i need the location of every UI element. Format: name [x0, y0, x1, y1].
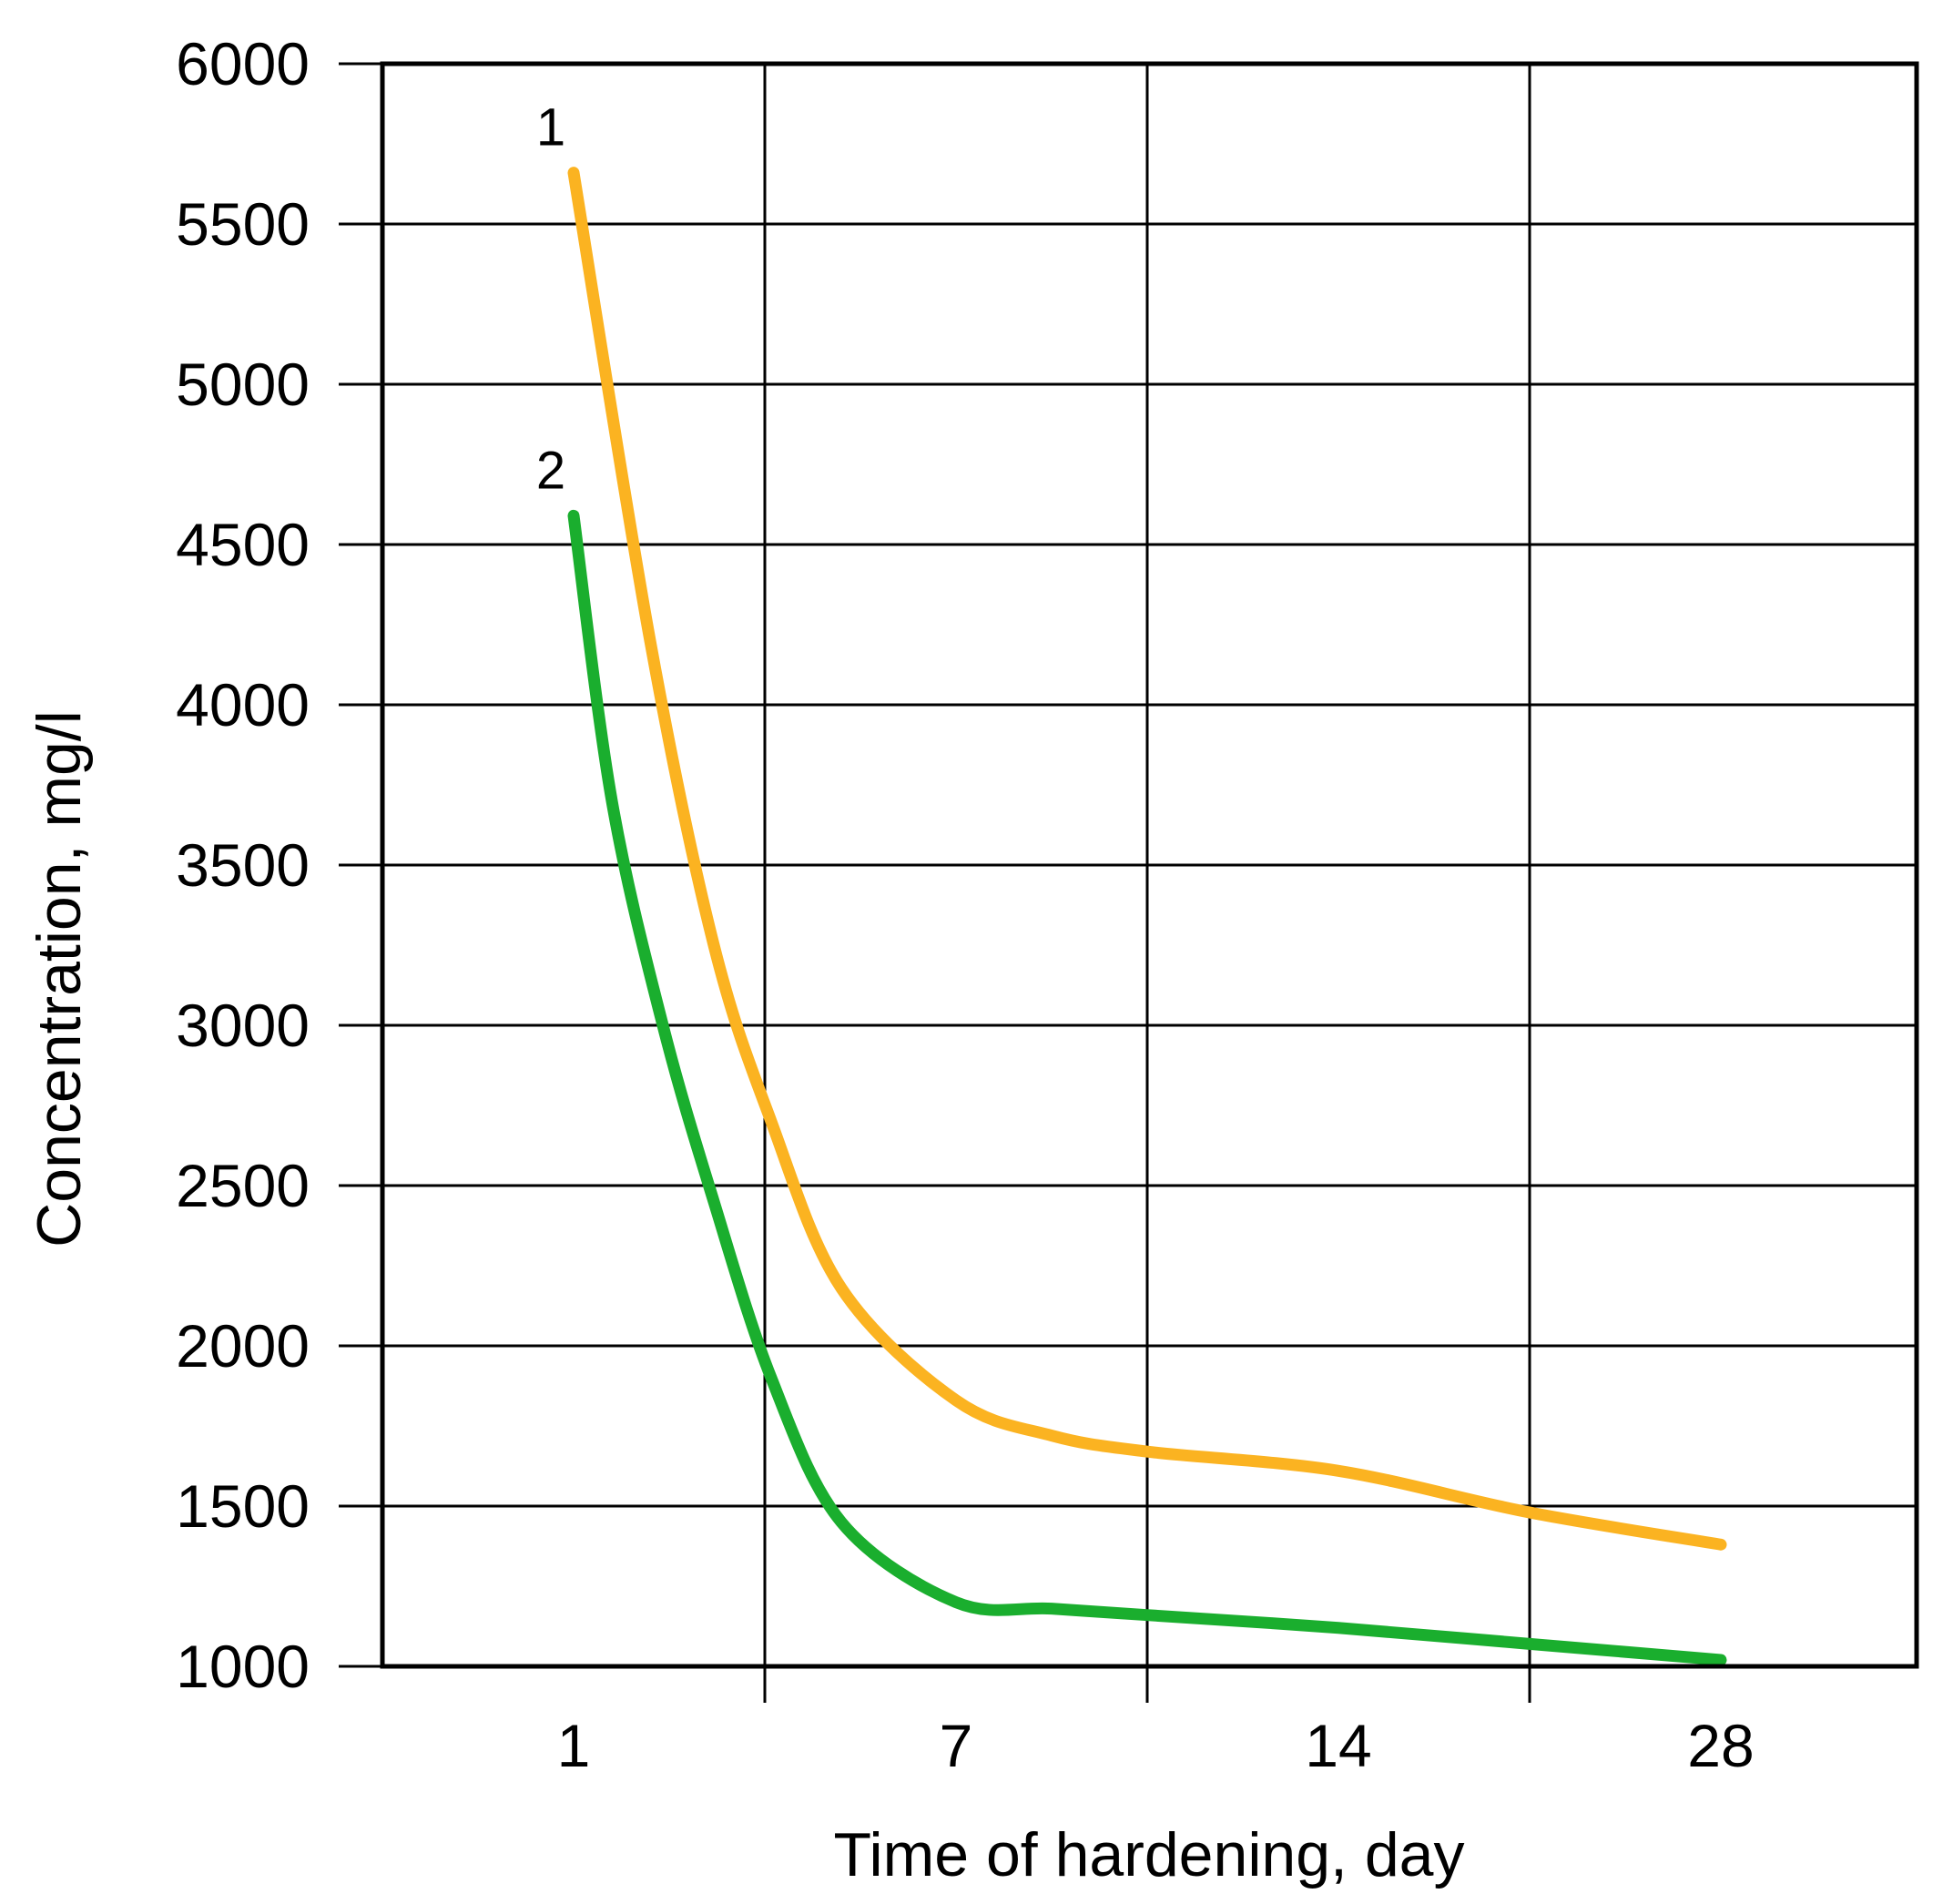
y-tick-label: 1500: [176, 1472, 310, 1540]
series-labels: 12: [536, 98, 565, 501]
series-lines: [567, 167, 1727, 1666]
y-tick-label: 4000: [176, 671, 310, 738]
y-tick-label: 1000: [176, 1633, 310, 1700]
gridlines: [382, 62, 1917, 1668]
y-tick-label: 2000: [176, 1312, 310, 1380]
x-tick-label: 14: [1305, 1712, 1371, 1779]
x-tick-label: 28: [1687, 1712, 1754, 1779]
y-axis-label: Concentration, mg/l: [25, 710, 94, 1247]
series-label-2: 2: [536, 441, 565, 500]
y-tick-label: 6000: [176, 30, 310, 97]
x-tick-label: 1: [557, 1712, 591, 1779]
y-tick-label: 5000: [176, 351, 310, 418]
x-tick-label: 7: [940, 1712, 973, 1779]
y-tick-label: 3000: [176, 992, 310, 1059]
series-label-1: 1: [536, 98, 565, 158]
y-tick-label: 5500: [176, 190, 310, 258]
y-tick-label: 3500: [176, 831, 310, 899]
y-tick-label: 2500: [176, 1152, 310, 1219]
series-line-2: [567, 509, 1727, 1666]
series-line-1: [567, 167, 1727, 1551]
x-axis-label: Time of hardening, day: [834, 1820, 1465, 1889]
y-tick-label: 4500: [176, 511, 310, 578]
x-axis-ticks: 1 7 14 28: [557, 1666, 1755, 1779]
y-axis-ticks: 1000 1500 2000 2500 3000 3500 4000 4500 5000 5500…: [176, 30, 382, 1700]
